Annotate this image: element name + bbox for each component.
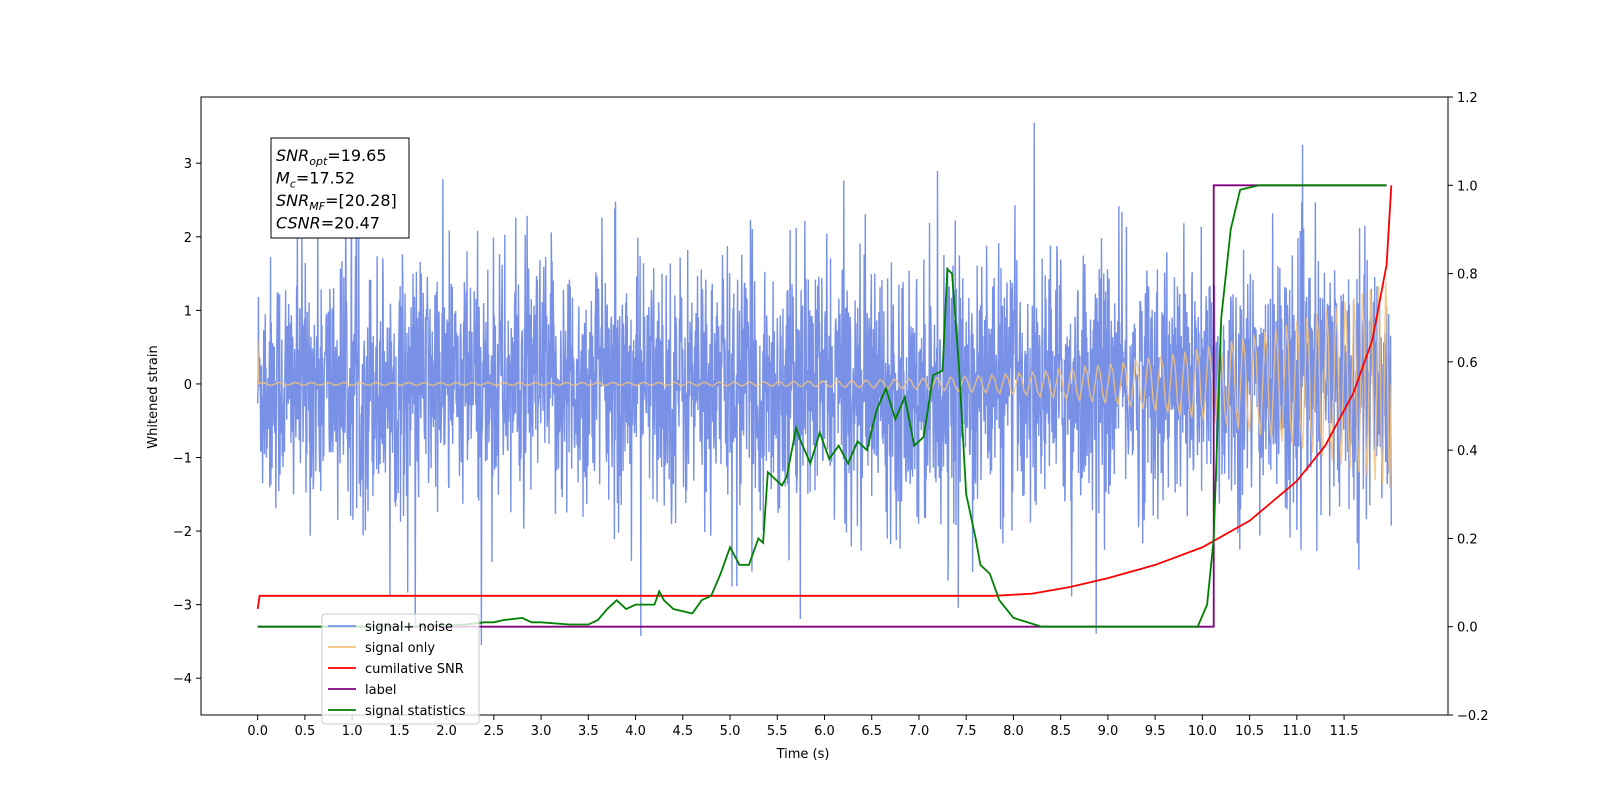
x-tick-label: 9.0	[1098, 724, 1119, 739]
legend-label: signal+ noise	[365, 620, 453, 635]
y-tick-label-right: 0.0	[1457, 621, 1478, 636]
x-tick-label: 10.5	[1235, 724, 1264, 739]
x-tick-label: 8.0	[1003, 724, 1024, 739]
x-tick-label: 5.0	[720, 724, 741, 739]
annotation-value: =20.47	[321, 214, 380, 233]
x-tick-label: 8.5	[1050, 724, 1071, 739]
series-cumilative-snr	[256, 185, 1393, 610]
x-tick-label: 1.0	[342, 724, 363, 739]
legend-frame	[321, 613, 480, 725]
y-tick-label-left: 3	[184, 157, 192, 172]
y-tick-label-left: −2	[173, 525, 192, 540]
x-tick-label: 7.5	[956, 724, 977, 739]
annotation-frame	[270, 137, 410, 239]
annotation-value: =[20.28]	[325, 191, 397, 210]
x-tick-label: 3.5	[578, 724, 599, 739]
annotation-subscript: c	[290, 178, 296, 191]
x-tick-label: 1.5	[389, 724, 410, 739]
x-tick-label: 7.0	[909, 724, 930, 739]
annotation-subscript: MF	[309, 200, 325, 213]
series-group	[256, 122, 1393, 646]
y-tick-label-right: 1.2	[1457, 91, 1478, 106]
annotation-value: =17.52	[296, 169, 355, 188]
x-tick-label: 4.0	[625, 724, 646, 739]
legend-label: cumilative SNR	[365, 662, 464, 677]
annotation-symbol: CSNR	[276, 214, 321, 233]
series-signal-only	[256, 282, 1392, 489]
annotation-symbol: M	[276, 169, 290, 188]
plot-area	[256, 122, 1393, 646]
axes: 0.0 0.5 1.0 1.5 2.0 2.5 3.0 3.5 4.0 4.5 5.0 5.5 6.0 6…	[173, 91, 1489, 739]
x-tick-label: 2.0	[436, 724, 457, 739]
annotation-subscript: opt	[309, 155, 328, 168]
y-tick-label-right: −0.2	[1457, 709, 1489, 724]
y-tick-label-left: 1	[184, 304, 192, 319]
legend-label: signal statistics	[365, 704, 466, 719]
annotation-value: =19.65	[327, 146, 386, 165]
annotation-box: SNRopt=19.65Mc=17.52SNRMF=[20.28]CSNR=20…	[270, 137, 410, 239]
x-tick-label: 6.0	[814, 724, 835, 739]
x-tick-label: 2.5	[484, 724, 505, 739]
y-tick-label-right: 0.8	[1457, 268, 1478, 283]
y-tick-label-left: −4	[173, 672, 192, 687]
y-tick-label-left: 0	[184, 378, 192, 393]
x-tick-label: 9.5	[1145, 724, 1166, 739]
annotation-line: Mc=17.52	[276, 169, 355, 191]
y-tick-label-right: 0.4	[1457, 444, 1478, 459]
x-tick-label: 5.5	[767, 724, 788, 739]
x-axis-label: Time (s)	[776, 747, 830, 762]
x-tick-label: 0.0	[247, 724, 268, 739]
y-tick-label-left: −3	[173, 599, 192, 614]
legend-label: signal only	[365, 641, 435, 656]
y-tick-label-right: 1.0	[1457, 179, 1478, 194]
y-tick-label-left: 2	[184, 231, 192, 246]
y-axis-label-left: Whitened strain	[146, 345, 161, 448]
y-tick-label-left: −1	[173, 452, 192, 467]
x-tick-label: 10.0	[1188, 724, 1217, 739]
x-tick-label: 6.5	[861, 724, 882, 739]
x-tick-label: 3.0	[531, 724, 552, 739]
y-tick-label-right: 0.6	[1457, 356, 1478, 371]
y-tick-label-right: 0.2	[1457, 532, 1478, 547]
annotation-line: SNRMF=[20.28]	[276, 191, 397, 213]
x-tick-label: 11.0	[1282, 724, 1311, 739]
annotation-symbol: SNR	[276, 146, 309, 165]
series-signal-statistics	[257, 184, 1387, 628]
x-tick-label: 4.5	[672, 724, 693, 739]
legend-label: label	[365, 683, 396, 698]
legend: signal+ noise signal only cumilative SNR la…	[321, 613, 480, 725]
annotation-line: SNRopt=19.65	[276, 146, 387, 168]
annotation-line: CSNR=20.47	[276, 214, 380, 233]
annotation-symbol: SNR	[276, 191, 309, 210]
x-tick-label: 0.5	[295, 724, 316, 739]
x-tick-label: 11.5	[1330, 724, 1359, 739]
